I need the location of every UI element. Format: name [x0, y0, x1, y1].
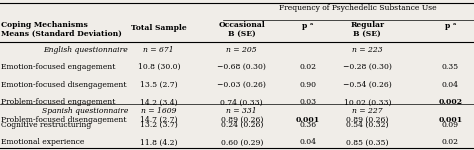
Text: 13.2 (3.7): 13.2 (3.7) — [140, 121, 178, 129]
Text: 13.5 (2.7): 13.5 (2.7) — [140, 81, 178, 89]
Text: 11.8 (4.2): 11.8 (4.2) — [140, 138, 178, 146]
Text: 10.8 (30.0): 10.8 (30.0) — [137, 63, 180, 71]
Text: −0.03 (0.26): −0.03 (0.26) — [217, 81, 266, 89]
Text: −0.54 (0.26): −0.54 (0.26) — [343, 81, 392, 89]
Text: 14.7 (2.7): 14.7 (2.7) — [140, 116, 178, 124]
Text: 0.54 (0.32): 0.54 (0.32) — [346, 121, 389, 129]
Text: English questionnaire: English questionnaire — [43, 46, 128, 54]
Text: 0.74 (0.33): 0.74 (0.33) — [220, 98, 263, 106]
Text: Emotion-focused engagement: Emotion-focused engagement — [1, 63, 115, 71]
Text: n = 671: n = 671 — [144, 46, 174, 54]
Text: n = 331: n = 331 — [227, 107, 257, 115]
Text: 0.04: 0.04 — [300, 138, 317, 146]
Text: −0.68 (0.30): −0.68 (0.30) — [217, 63, 266, 71]
Text: 0.60 (0.29): 0.60 (0.29) — [220, 138, 263, 146]
Text: 0.24 (0.26): 0.24 (0.26) — [220, 121, 263, 129]
Text: 0.001: 0.001 — [438, 116, 462, 124]
Text: n = 1609: n = 1609 — [141, 107, 176, 115]
Text: p ᵃ: p ᵃ — [445, 22, 456, 30]
Text: −0.28 (0.30): −0.28 (0.30) — [343, 63, 392, 71]
Text: 0.89 (0.26): 0.89 (0.26) — [220, 116, 263, 124]
Text: 0.02: 0.02 — [300, 63, 317, 71]
Text: Occasional
B (SE): Occasional B (SE) — [219, 21, 265, 38]
Text: 0.03: 0.03 — [300, 98, 317, 106]
Text: Emotional experience: Emotional experience — [1, 138, 84, 146]
Text: 0.89 (0.26): 0.89 (0.26) — [346, 116, 389, 124]
Text: p ᵃ: p ᵃ — [302, 22, 314, 30]
Text: Cognitive restructuring: Cognitive restructuring — [1, 121, 91, 129]
Text: n = 227: n = 227 — [352, 107, 383, 115]
Text: Problem-focused engagement: Problem-focused engagement — [1, 98, 115, 106]
Text: 0.35: 0.35 — [442, 63, 459, 71]
Text: Problem-focused disengagement: Problem-focused disengagement — [1, 116, 127, 124]
Text: 0.85 (0.35): 0.85 (0.35) — [346, 138, 389, 146]
Text: n = 223: n = 223 — [352, 46, 383, 54]
Text: n = 205: n = 205 — [227, 46, 257, 54]
Text: 0.09: 0.09 — [442, 121, 459, 129]
Text: 14.2 (3.4): 14.2 (3.4) — [140, 98, 178, 106]
Text: Total Sample: Total Sample — [131, 24, 187, 32]
Text: 10.02 (0.33): 10.02 (0.33) — [344, 98, 391, 106]
Text: 0.001: 0.001 — [296, 116, 320, 124]
Text: Coping Mechanisms
Means (Standard Deviation): Coping Mechanisms Means (Standard Deviat… — [1, 21, 122, 38]
Text: Emotion-focused disengagement: Emotion-focused disengagement — [1, 81, 127, 89]
Text: 0.02: 0.02 — [442, 138, 459, 146]
Text: 0.36: 0.36 — [300, 121, 317, 129]
Text: 0.002: 0.002 — [438, 98, 462, 106]
Text: Spanish questionnaire: Spanish questionnaire — [42, 107, 128, 115]
Text: Regular
B (SE): Regular B (SE) — [350, 21, 384, 38]
Text: 0.90: 0.90 — [300, 81, 317, 89]
Text: Frequency of Psychedelic Substance Use: Frequency of Psychedelic Substance Use — [279, 4, 437, 12]
Text: 0.04: 0.04 — [442, 81, 459, 89]
